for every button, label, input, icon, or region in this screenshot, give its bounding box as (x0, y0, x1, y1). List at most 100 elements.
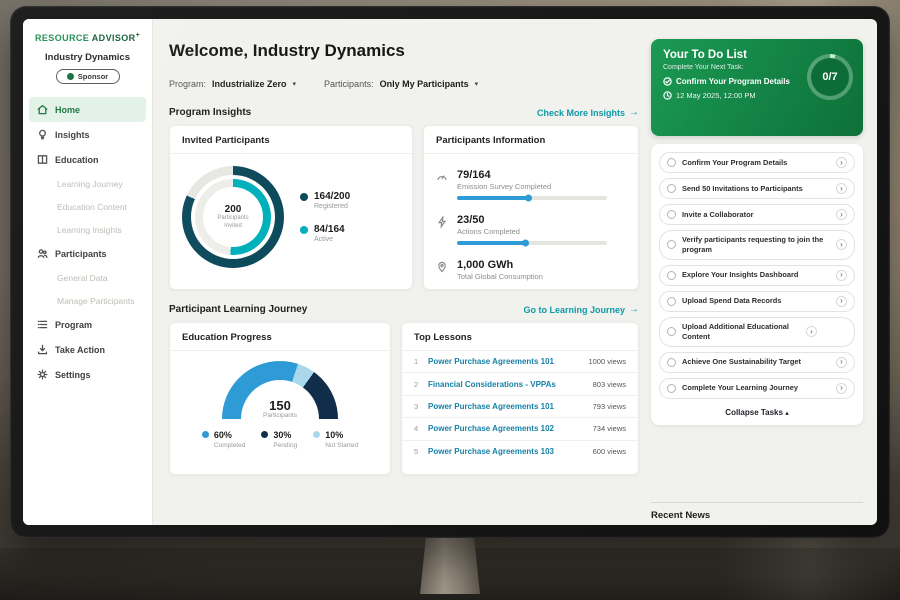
sidebar-item-label: Participants (55, 248, 107, 259)
lesson-rank: 4 (414, 424, 419, 434)
lesson-views: 803 views (592, 379, 626, 389)
task-item[interactable]: Send 50 Invitations to Participants › (659, 178, 855, 199)
task-checkbox[interactable] (667, 240, 676, 250)
sidebar-item-manage-participants[interactable]: Manage Participants (29, 289, 146, 312)
emission-survey-row: 79/164 Emission Survey Completed (436, 162, 626, 207)
chevron-up-icon: ▴ (785, 409, 789, 417)
education-gauge-area: 150 Participants 60% Completed 30% Pe (170, 351, 390, 449)
logo-plus: + (135, 32, 141, 39)
task-label: Invite a Collaborator (682, 209, 754, 219)
task-item[interactable]: Invite a Collaborator › (659, 204, 855, 225)
sidebar-item-general-data[interactable]: General Data (29, 266, 146, 289)
task-item[interactable]: Upload Spend Data Records › (659, 290, 855, 312)
sidebar-item-program[interactable]: Program (29, 312, 146, 337)
task-label: Explore Your Insights Dashboard (682, 270, 799, 280)
chevron-down-icon[interactable]: ▾ (292, 81, 297, 88)
task-label: Upload Additional Educational Content (682, 321, 789, 341)
go-to-learning-journey-link[interactable]: Go to Learning Journey → (523, 304, 639, 315)
logo-word-1: RESOURCE (35, 33, 92, 43)
todo-title: Your To Do List (663, 49, 747, 61)
task-item[interactable]: Complete Your Learning Journey › (659, 377, 855, 399)
info-label: Actions Completed (457, 227, 520, 236)
sidebar-item-learning-insights[interactable]: Learning Insights (29, 218, 146, 241)
task-checkbox[interactable] (667, 383, 676, 393)
task-item[interactable]: Explore Your Insights Dashboard › (659, 264, 855, 286)
sidebar-item-education[interactable]: Education (29, 147, 146, 172)
due-label: 12 May 2025, 12:00 PM (676, 91, 756, 100)
task-checkbox[interactable] (667, 184, 676, 193)
sponsor-icon (66, 73, 74, 80)
home-icon (37, 104, 48, 115)
lesson-views: 1000 views (588, 357, 626, 367)
task-checkbox[interactable] (667, 327, 676, 337)
lesson-link[interactable]: Power Purchase Agreements 101 (428, 401, 554, 411)
chevron-right-icon[interactable]: › (836, 382, 847, 394)
link-label: Go to Learning Journey (523, 304, 625, 315)
chevron-down-icon[interactable]: ▾ (474, 81, 479, 88)
todo-hero-card: Your To Do List Complete Your Next Task:… (651, 39, 863, 136)
sidebar-item-settings[interactable]: Settings (29, 362, 146, 387)
legend-label: Not Started (325, 442, 359, 449)
lesson-link[interactable]: Financial Considerations - VPPAs (428, 379, 556, 389)
task-checkbox[interactable] (667, 270, 676, 280)
emission-progress-bar (457, 196, 607, 200)
location-pin-icon (438, 261, 446, 273)
chevron-right-icon[interactable]: › (836, 239, 847, 251)
section-title: Program Insights (169, 107, 252, 118)
next-task-row: Confirm Your Program Details (663, 77, 851, 86)
bolt-icon (437, 216, 447, 228)
program-filter-label: Program: (169, 79, 207, 89)
task-label: Verify participants requesting to join t… (682, 235, 824, 254)
monitor-bezel: RESOURCE ADVISOR+ Industry Dynamics Spon… (10, 6, 890, 538)
task-item[interactable]: Verify participants requesting to join t… (659, 230, 855, 260)
task-checkbox[interactable] (667, 158, 676, 167)
sidebar-item-insights[interactable]: Insights (29, 122, 146, 147)
check-more-insights-link[interactable]: Check More Insights → (537, 107, 639, 118)
chevron-right-icon[interactable]: › (836, 183, 847, 194)
sidebar-item-participants[interactable]: Participants (29, 241, 146, 266)
page-title: Welcome, Industry Dynamics (169, 41, 405, 60)
gauge-legend: 60% Completed 30% Pending 10% Not Star (201, 430, 359, 449)
donut-legend: 164/200 Registered 84/164 Active (300, 191, 350, 243)
task-item[interactable]: Upload Additional Educational Content › (659, 316, 855, 347)
lesson-rank: 1 (414, 357, 419, 367)
sidebar-item-home[interactable]: Home (29, 97, 146, 122)
clock-icon (663, 91, 672, 100)
lesson-views: 793 views (592, 401, 626, 411)
chevron-right-icon[interactable]: › (836, 295, 847, 307)
actions-progress-bar (457, 241, 607, 245)
sidebar-item-education-content[interactable]: Education Content (29, 195, 146, 218)
chevron-right-icon[interactable]: › (836, 209, 847, 220)
participants-icon (37, 249, 48, 259)
legend-pct: 10% (325, 430, 344, 440)
legend-label: Pending (273, 442, 298, 449)
sidebar-item-take-action[interactable]: Take Action (29, 337, 146, 362)
task-checkbox[interactable] (667, 296, 676, 306)
task-item[interactable]: Confirm Your Program Details › (659, 152, 855, 173)
due-row: 12 May 2025, 12:00 PM (663, 91, 851, 100)
chevron-right-icon[interactable]: › (836, 356, 847, 368)
program-filter-select[interactable]: Industrialize Zero (212, 79, 287, 89)
arrow-right-icon: → (629, 304, 639, 315)
arrow-right-icon: → (629, 107, 639, 118)
chevron-right-icon[interactable]: › (806, 326, 817, 338)
lesson-row: 2 Financial Considerations - VPPAs 803 v… (402, 373, 638, 396)
filter-bar: Program: Industrialize Zero ▾ Participan… (169, 79, 478, 89)
chevron-right-icon[interactable]: › (836, 157, 847, 168)
task-checkbox[interactable] (667, 210, 676, 219)
settings-gear-icon (37, 369, 48, 380)
invited-participants-card: Invited Participants 200 Participants In… (169, 125, 413, 290)
legend-label: Active (314, 236, 334, 243)
task-checkbox[interactable] (667, 357, 676, 367)
sponsor-badge-label: Sponsor (77, 72, 109, 81)
lesson-link[interactable]: Power Purchase Agreements 102 (428, 424, 554, 434)
lesson-link[interactable]: Power Purchase Agreements 101 (428, 357, 554, 367)
insights-icon (39, 129, 46, 140)
collapse-tasks-button[interactable]: Collapse Tasks ▴ (659, 408, 855, 417)
chevron-right-icon[interactable]: › (836, 269, 847, 281)
app-logo: RESOURCE ADVISOR+ (35, 32, 152, 43)
lesson-link[interactable]: Power Purchase Agreements 103 (428, 447, 554, 457)
sidebar-item-learning-journey[interactable]: Learning Journey (29, 172, 146, 195)
participants-filter-select[interactable]: Only My Participants (379, 79, 469, 89)
task-item[interactable]: Achieve One Sustainability Target › (659, 351, 855, 373)
